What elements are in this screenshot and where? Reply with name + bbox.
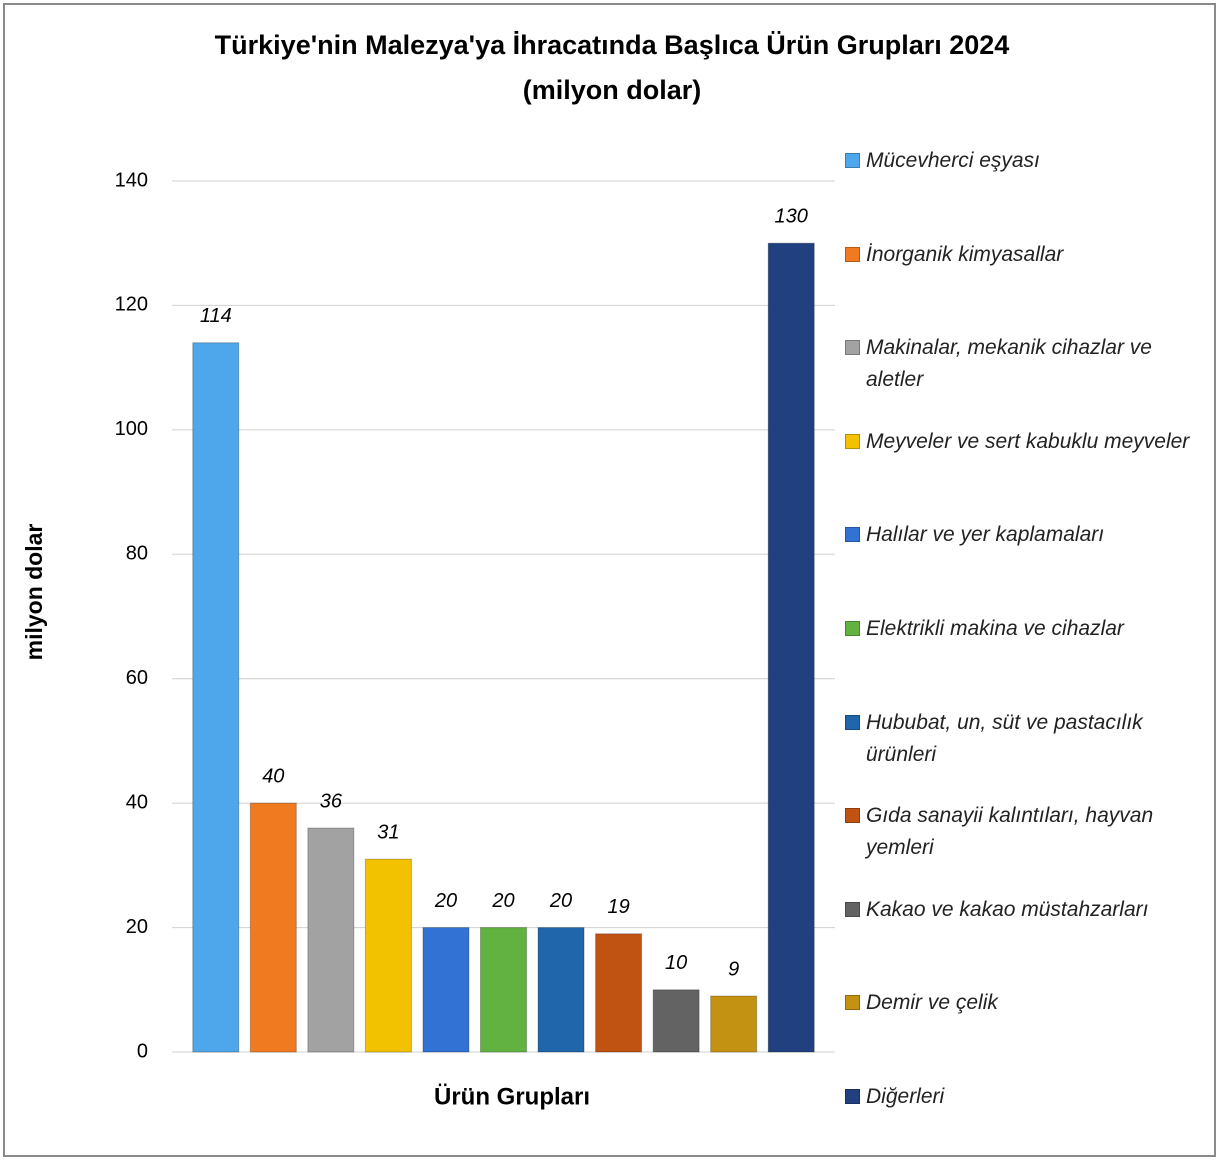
legend-label: Hububat, un, süt ve pastacılık ürünleri <box>866 710 1143 766</box>
bar <box>249 802 297 1053</box>
bar <box>192 342 240 1053</box>
data-label: 10 <box>665 952 687 974</box>
bar <box>422 927 470 1053</box>
data-label: 130 <box>775 205 808 227</box>
legend-label: Kakao ve kakao müstahzarları <box>866 897 1149 921</box>
y-tick-label: 140 <box>115 169 148 191</box>
legend-item: Diğerleri <box>845 1081 1210 1113</box>
legend-label: Elektrikli makina ve cihazlar <box>866 617 1124 640</box>
chart-title: Türkiye'nin Malezya'ya İhracatında Başlı… <box>215 30 1010 60</box>
legend-item: Kakao ve kakao müstahzarları <box>845 894 1210 926</box>
bar <box>537 927 585 1053</box>
legend-label: Mücevherci eşyası <box>866 149 1040 172</box>
bar <box>767 242 815 1053</box>
legend-label: Gıda sanayii kalıntıları, hayvan yemleri <box>866 804 1154 860</box>
frame <box>3 3 1216 1157</box>
y-axis-label: milyon dolar <box>21 524 47 661</box>
y-tick-label: 60 <box>126 667 148 689</box>
y-tick-label: 120 <box>115 294 148 316</box>
data-label: 36 <box>320 790 343 812</box>
legend-label: Meyveler ve sert kabuklu meyveler <box>866 429 1190 453</box>
y-tick-label: 20 <box>126 916 148 938</box>
bar <box>480 927 527 1053</box>
legend-swatch <box>845 153 860 168</box>
bar <box>652 989 700 1053</box>
legend-swatch <box>845 808 860 824</box>
y-tick-label: 40 <box>126 791 148 813</box>
data-label: 20 <box>434 890 457 912</box>
legend-swatch <box>845 995 860 1011</box>
chart-subtitle: (milyon dolar) <box>523 75 702 105</box>
bar <box>710 995 758 1053</box>
legend-label: Halılar ve yer kaplamaları <box>866 523 1105 547</box>
x-axis-label: Ürün Grupları <box>434 1083 590 1110</box>
y-tick-label: 100 <box>115 418 148 440</box>
legend-item: Demir ve çelik <box>845 987 1210 1019</box>
legend-item: Hububat, un, süt ve pastacılık ürünleri <box>845 707 1210 771</box>
data-label: 40 <box>262 765 284 787</box>
bar <box>307 827 355 1053</box>
legend-item: Elektrikli makina ve cihazlar <box>845 613 1210 645</box>
bar <box>595 933 643 1053</box>
legend-swatch <box>845 1089 860 1104</box>
legend-swatch <box>845 527 860 543</box>
legend-item: Halılar ve yer kaplamaları <box>845 519 1210 551</box>
legend-swatch <box>845 621 860 636</box>
legend-label: Makinalar, mekanik cihazlar ve aletler <box>866 336 1152 392</box>
legend-item: Gıda sanayii kalıntıları, hayvan yemleri <box>845 800 1210 864</box>
legend-swatch <box>845 714 860 730</box>
bar <box>364 858 412 1053</box>
data-label: 20 <box>549 890 572 912</box>
legend-swatch <box>845 246 860 262</box>
legend-item: Makinalar, mekanik cihazlar ve aletler <box>845 332 1210 396</box>
data-label: 20 <box>491 890 514 912</box>
legend-label: Diğerleri <box>866 1085 945 1108</box>
legend-label: Demir ve çelik <box>866 991 998 1015</box>
legend-item: Mücevherci eşyası <box>845 145 1210 177</box>
y-tick-label: 0 <box>137 1040 148 1062</box>
data-label: 9 <box>728 958 739 980</box>
data-label: 19 <box>607 896 629 918</box>
data-label: 31 <box>377 821 399 843</box>
legend-swatch <box>845 901 860 917</box>
legend-item: İnorganik kimyasallar <box>845 239 1210 271</box>
y-tick-label: 80 <box>126 543 148 565</box>
legend-label: İnorganik kimyasallar <box>866 242 1064 266</box>
legend-swatch <box>845 433 860 449</box>
legend-swatch <box>845 340 860 356</box>
legend-item: Meyveler ve sert kabuklu meyveler <box>845 426 1210 458</box>
data-label: 114 <box>200 305 232 327</box>
